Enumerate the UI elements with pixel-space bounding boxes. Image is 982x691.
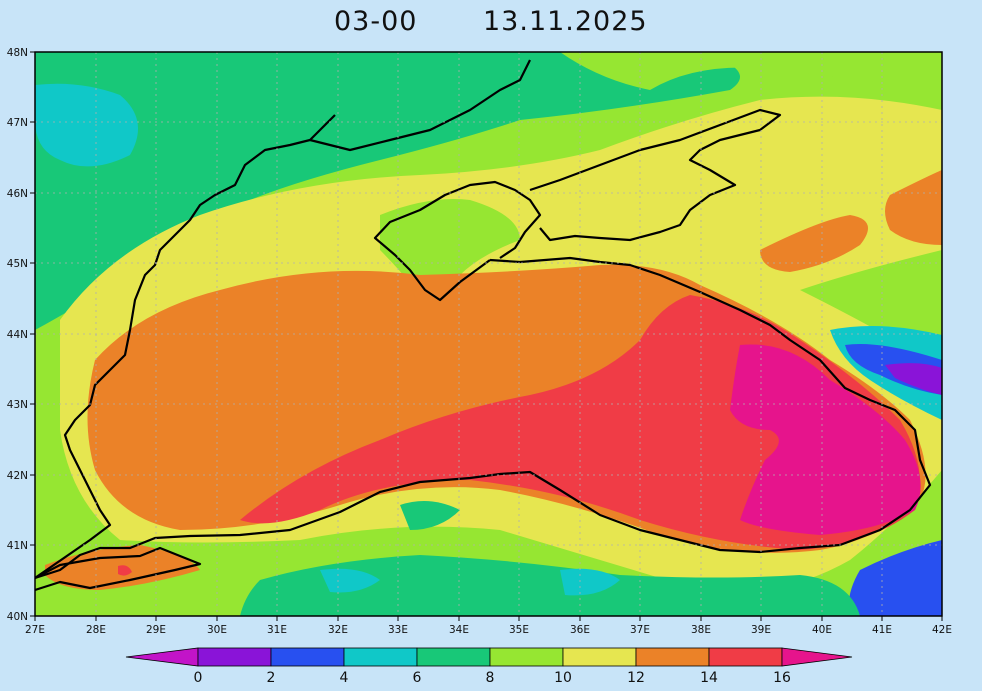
coastline-azov bbox=[529, 108, 782, 242]
lat-labels: 48N 47N 46N 45N 44N 43N 42N 41N 40N bbox=[7, 47, 28, 623]
colorbar-arrow-left bbox=[125, 647, 199, 667]
lat-label: 44N bbox=[7, 329, 28, 341]
colorbar-label: 6 bbox=[413, 670, 422, 686]
map-title-date: 13.11.2025 bbox=[483, 6, 648, 37]
field-zone-blue-south bbox=[848, 540, 942, 616]
colorbar-swatch bbox=[416, 647, 491, 667]
map-title-time: 03-00 bbox=[334, 6, 418, 37]
colorbar-label: 14 bbox=[700, 670, 718, 686]
colorbar-label: 4 bbox=[340, 670, 349, 686]
field-zone-purple-se bbox=[885, 363, 942, 395]
lon-label: 38E bbox=[691, 624, 711, 636]
lon-label: 33E bbox=[388, 624, 408, 636]
field-zone-marmara-red bbox=[118, 565, 132, 576]
colorbar-swatch bbox=[562, 647, 637, 667]
lat-label: 47N bbox=[7, 117, 28, 129]
colorbar: 0 2 4 6 8 10 12 14 16 bbox=[125, 647, 853, 686]
colorbar-swatch bbox=[635, 647, 710, 667]
coastline-crimea bbox=[373, 180, 542, 302]
lat-label: 43N bbox=[7, 399, 28, 411]
lon-label: 34E bbox=[449, 624, 469, 636]
lat-label: 48N bbox=[7, 47, 28, 59]
field-zone-orange-east bbox=[885, 170, 942, 245]
lon-label: 40E bbox=[812, 624, 832, 636]
colorbar-label: 12 bbox=[627, 670, 645, 686]
lat-label: 42N bbox=[7, 470, 28, 482]
lon-label: 29E bbox=[146, 624, 166, 636]
lon-label: 37E bbox=[630, 624, 650, 636]
field-zone-green-north bbox=[35, 52, 740, 330]
lon-label: 27E bbox=[25, 624, 45, 636]
colorbar-swatch bbox=[270, 647, 345, 667]
lon-labels: 27E 28E 29E 30E 31E 32E 33E 34E 35E 36E … bbox=[25, 624, 952, 636]
field-zone-lime-crimea bbox=[380, 199, 520, 296]
lon-label: 41E bbox=[872, 624, 892, 636]
lat-label: 41N bbox=[7, 540, 28, 552]
lon-label: 32E bbox=[328, 624, 348, 636]
colorbar-label: 2 bbox=[267, 670, 276, 686]
lat-label: 46N bbox=[7, 188, 28, 200]
field-zone-lime-ne bbox=[560, 52, 942, 90]
field-zone-magenta bbox=[730, 344, 921, 535]
colorbar-swatch bbox=[489, 647, 564, 667]
colorbar-label: 8 bbox=[486, 670, 495, 686]
field-zone-cyan-south bbox=[320, 568, 380, 593]
field-zone-green-south bbox=[240, 555, 860, 616]
coastline-west bbox=[35, 114, 336, 579]
temperature-field bbox=[35, 52, 942, 616]
lon-label: 42E bbox=[932, 624, 952, 636]
lon-label: 30E bbox=[207, 624, 227, 636]
lon-label: 31E bbox=[267, 624, 287, 636]
colorbar-swatch bbox=[343, 647, 418, 667]
field-zone-cyan-nw bbox=[35, 83, 138, 167]
lon-label: 39E bbox=[751, 624, 771, 636]
field-zone-orange-east2 bbox=[760, 215, 868, 272]
colorbar-swatch bbox=[708, 647, 783, 667]
graticule bbox=[35, 52, 942, 616]
lat-label: 40N bbox=[7, 611, 28, 623]
field-zone-cyan-south2 bbox=[560, 568, 620, 596]
colorbar-arrow-right bbox=[781, 647, 853, 667]
colorbar-swatch bbox=[197, 647, 272, 667]
colorbar-label: 10 bbox=[554, 670, 572, 686]
lat-label: 45N bbox=[7, 258, 28, 270]
colorbar-label: 0 bbox=[194, 670, 203, 686]
lon-label: 28E bbox=[86, 624, 106, 636]
lon-label: 36E bbox=[570, 624, 590, 636]
lon-label: 35E bbox=[509, 624, 529, 636]
tick-marks bbox=[30, 51, 943, 621]
colorbar-label: 16 bbox=[773, 670, 791, 686]
coastline-marmara bbox=[35, 546, 202, 592]
coastline-south-east bbox=[35, 256, 932, 580]
field-zone-green-south2 bbox=[400, 501, 460, 530]
coastline-azov-north bbox=[309, 59, 531, 152]
coastline bbox=[35, 59, 932, 592]
